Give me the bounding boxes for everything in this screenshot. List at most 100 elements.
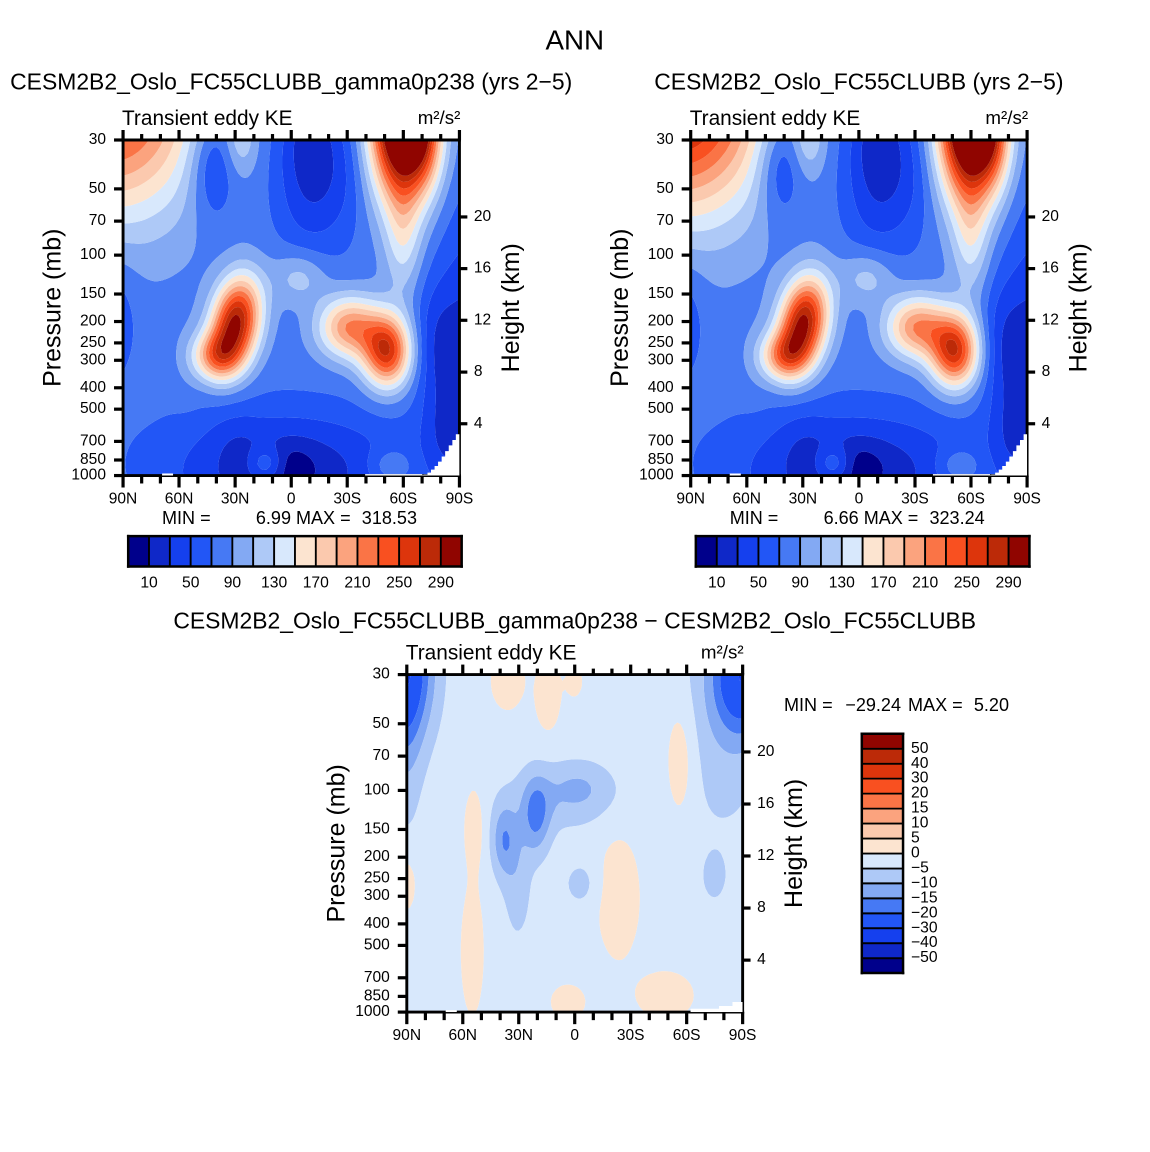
svg-text:60S: 60S: [957, 491, 985, 508]
svg-text:50: 50: [911, 740, 929, 757]
svg-text:250: 250: [80, 334, 106, 351]
svg-text:20: 20: [474, 208, 492, 225]
svg-text:10: 10: [708, 575, 726, 592]
svg-text:Height (km): Height (km): [1065, 243, 1093, 372]
svg-text:90S: 90S: [1013, 491, 1041, 508]
svg-text:210: 210: [344, 575, 370, 592]
svg-text:100: 100: [648, 246, 674, 263]
svg-text:850: 850: [648, 451, 674, 468]
svg-text:100: 100: [364, 782, 390, 799]
svg-text:30S: 30S: [333, 491, 361, 508]
svg-text:50: 50: [373, 715, 391, 732]
svg-text:170: 170: [870, 575, 896, 592]
svg-text:Height (km): Height (km): [497, 243, 525, 372]
svg-text:Transient eddy KE: Transient eddy KE: [406, 641, 577, 664]
svg-text:16: 16: [474, 260, 491, 277]
svg-text:500: 500: [80, 400, 106, 417]
svg-text:200: 200: [80, 313, 106, 330]
svg-text:12: 12: [757, 847, 774, 864]
svg-text:500: 500: [364, 936, 390, 953]
svg-text:Pressure (mb): Pressure (mb): [38, 229, 66, 387]
svg-text:60N: 60N: [165, 491, 194, 508]
svg-text:−15: −15: [911, 889, 938, 906]
svg-text:30S: 30S: [901, 491, 929, 508]
svg-text:m²/s²: m²/s²: [985, 107, 1028, 128]
svg-text:6.99: 6.99: [256, 508, 291, 528]
svg-text:130: 130: [829, 575, 855, 592]
svg-text:16: 16: [1042, 260, 1059, 277]
svg-text:323.24: 323.24: [929, 508, 984, 528]
svg-text:30: 30: [911, 770, 929, 787]
svg-text:0: 0: [287, 491, 296, 508]
svg-text:90: 90: [224, 575, 242, 592]
svg-text:4: 4: [757, 951, 766, 968]
svg-text:850: 850: [364, 987, 390, 1004]
svg-text:8: 8: [1042, 363, 1051, 380]
svg-text:90N: 90N: [676, 491, 705, 508]
svg-text:300: 300: [648, 351, 674, 368]
svg-text:MAX =: MAX =: [296, 508, 351, 528]
svg-text:−5: −5: [911, 859, 929, 876]
svg-text:60S: 60S: [389, 491, 417, 508]
svg-text:1000: 1000: [71, 467, 106, 484]
svg-text:6.66: 6.66: [824, 508, 859, 528]
svg-text:−29.24: −29.24: [845, 695, 901, 715]
svg-text:0: 0: [570, 1027, 579, 1044]
svg-text:30: 30: [656, 131, 674, 148]
svg-text:150: 150: [648, 285, 674, 302]
svg-text:500: 500: [648, 400, 674, 417]
svg-text:70: 70: [373, 747, 391, 764]
svg-text:400: 400: [648, 379, 674, 396]
svg-text:200: 200: [364, 848, 390, 865]
svg-text:90N: 90N: [393, 1027, 422, 1044]
svg-text:100: 100: [80, 246, 106, 263]
svg-text:250: 250: [648, 334, 674, 351]
svg-text:90: 90: [791, 575, 809, 592]
svg-text:30N: 30N: [221, 491, 250, 508]
svg-text:m²/s²: m²/s²: [701, 641, 744, 662]
svg-text:m²/s²: m²/s²: [418, 107, 461, 128]
svg-text:50: 50: [182, 575, 200, 592]
svg-text:200: 200: [648, 313, 674, 330]
svg-text:4: 4: [474, 415, 483, 432]
svg-text:20: 20: [757, 743, 775, 760]
svg-text:8: 8: [474, 363, 483, 380]
svg-text:400: 400: [364, 915, 390, 932]
svg-text:10: 10: [140, 575, 158, 592]
svg-text:0: 0: [855, 491, 864, 508]
svg-text:5.20: 5.20: [974, 695, 1009, 715]
svg-text:40: 40: [911, 755, 929, 772]
svg-text:CESM2B2_Oslo_FC55CLUBB (yrs 2−: CESM2B2_Oslo_FC55CLUBB (yrs 2−5): [654, 68, 1063, 94]
svg-text:10: 10: [911, 815, 929, 832]
svg-text:70: 70: [89, 212, 107, 229]
svg-text:−30: −30: [911, 919, 938, 936]
svg-text:290: 290: [995, 575, 1021, 592]
svg-text:Pressure (mb): Pressure (mb): [606, 229, 634, 387]
svg-text:ANN: ANN: [545, 25, 604, 56]
svg-text:60S: 60S: [673, 1027, 701, 1044]
svg-text:300: 300: [364, 887, 390, 904]
svg-text:30: 30: [373, 666, 391, 683]
svg-text:210: 210: [912, 575, 938, 592]
svg-text:50: 50: [750, 575, 768, 592]
svg-text:−10: −10: [911, 874, 938, 891]
svg-text:CESM2B2_Oslo_FC55CLUBB_gamma0p: CESM2B2_Oslo_FC55CLUBB_gamma0p238 (yrs 2…: [10, 68, 572, 94]
svg-text:MAX =: MAX =: [864, 508, 919, 528]
svg-text:Pressure (mb): Pressure (mb): [322, 764, 350, 922]
svg-text:20: 20: [911, 785, 929, 802]
svg-text:30N: 30N: [789, 491, 818, 508]
svg-text:50: 50: [89, 180, 107, 197]
svg-text:90N: 90N: [109, 491, 138, 508]
svg-text:Height (km): Height (km): [780, 779, 808, 908]
svg-text:170: 170: [303, 575, 329, 592]
svg-text:20: 20: [1042, 208, 1060, 225]
svg-text:700: 700: [80, 432, 106, 449]
svg-text:90S: 90S: [729, 1027, 757, 1044]
svg-text:1000: 1000: [639, 467, 674, 484]
svg-text:700: 700: [648, 432, 674, 449]
svg-text:130: 130: [261, 575, 287, 592]
svg-text:−20: −20: [911, 904, 938, 921]
svg-text:290: 290: [428, 575, 454, 592]
svg-text:60N: 60N: [449, 1027, 478, 1044]
svg-text:CESM2B2_Oslo_FC55CLUBB_gamma0p: CESM2B2_Oslo_FC55CLUBB_gamma0p238 − CESM…: [173, 607, 976, 633]
